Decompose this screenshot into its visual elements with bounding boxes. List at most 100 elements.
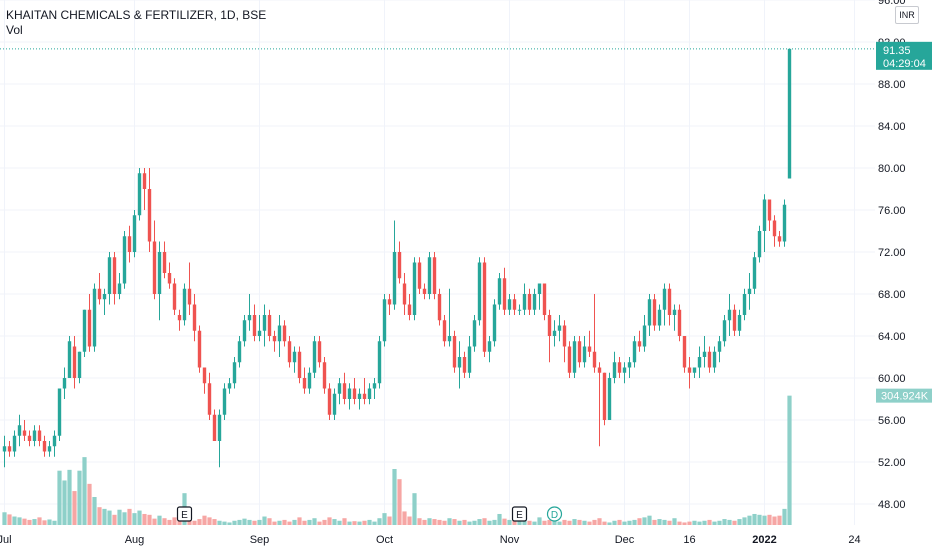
volume-bar [402,511,407,525]
x-tick-label: 2022 [752,534,776,546]
candle-body [437,294,442,321]
candle-body [222,388,227,415]
candle-body [252,315,257,336]
y-axis[interactable]: 48.00 52.00 56.00 60.00 64.00 68.00 72.00 76.00… [878,0,906,511]
candle-body [422,288,427,294]
volume-bar [237,519,242,525]
volume-bar [497,513,502,525]
dividend-marker[interactable]: D [546,506,563,522]
earnings-marker[interactable]: E [176,506,193,522]
volume-bar [522,519,527,525]
last-volume-value: 304.924K [881,391,929,403]
volume-bar [597,518,602,525]
candle-body [787,48,792,179]
candle-body [767,199,772,221]
volume-bar [442,520,447,525]
candle-body [107,257,112,294]
grid-lines [0,0,875,525]
candle-body [117,283,122,294]
volume-bar [297,517,302,525]
last-price-value: 91.35 [883,45,911,57]
volume-bar [727,519,732,525]
volume-bar [562,519,567,525]
volume-bar [492,519,497,525]
candle-body [717,341,722,352]
candle-body [322,362,327,389]
volume-bar [467,521,472,525]
candle-body [52,435,57,447]
volume-bar [12,516,17,525]
candle-body [122,236,127,284]
candle-body [147,189,152,242]
candle-body [752,257,757,289]
candle-body [22,430,27,436]
candle-body [62,378,67,389]
candle-body [367,388,372,399]
candle-body [187,288,192,305]
symbol-title[interactable]: KHAITAN CHEMICALS & FERTILIZER, 1D, BSE [6,8,267,22]
candle-body [387,299,392,305]
earnings-marker[interactable]: E [511,506,528,522]
candle-body [292,351,297,363]
candle-body [762,199,767,231]
candles [2,48,792,468]
volume-bar [352,521,357,525]
x-tick-label: 24 [848,534,860,546]
candle-body [237,341,242,363]
volume-bar [372,521,377,525]
y-tick-label: 48.00 [878,499,906,511]
volume-bar [127,508,132,525]
y-tick-label: 68.00 [878,289,906,301]
volume-label[interactable]: Vol [6,23,23,37]
volume-bar [392,469,397,525]
volume-bar [717,520,722,525]
y-tick-label: 60.00 [878,373,906,385]
candle-body [702,351,707,357]
volume-bar [762,515,767,525]
volume-bar [407,516,412,525]
candle-body [352,388,357,399]
y-tick-label: 52.00 [878,457,906,469]
price-badge [876,41,932,70]
candle-body [597,367,602,373]
volume-bar [692,520,697,525]
volume-bar [42,520,47,525]
candle-body [382,299,387,342]
volume-bar [142,513,147,525]
y-tick-label: 80.00 [878,163,906,175]
candle-body [592,351,597,368]
candle-body [197,330,202,368]
volume-bar [117,509,122,525]
volume-bar [587,521,592,525]
candle-body [72,346,77,378]
candle-body [112,257,117,294]
volume-bar [667,520,672,525]
candle-body [297,351,302,378]
volume-bar [742,517,747,525]
volume-bar [332,519,337,525]
volume-bar [702,520,707,525]
volume-bar [757,514,762,525]
candle-body [427,257,432,294]
volume-bar [122,512,127,525]
candle-body [337,383,342,394]
volume-bar [642,517,647,525]
candle-body [47,446,52,452]
volume-bar [592,519,597,525]
volume-bar [202,515,207,525]
x-axis[interactable]: Jul Aug Sep Oct Nov Dec 16 2022 24 [0,534,861,546]
volume-bar [772,516,777,525]
candle-body [657,309,662,326]
candle-body [472,320,477,347]
candle-body [17,425,22,436]
candle-body [502,278,507,310]
volume-bar [357,521,362,525]
volume-bar [162,518,167,525]
currency-badge[interactable]: INR [895,6,919,24]
volume-bar [707,519,712,525]
volume-bar [47,519,52,525]
volume-bar [322,519,327,525]
candle-body [282,325,287,342]
